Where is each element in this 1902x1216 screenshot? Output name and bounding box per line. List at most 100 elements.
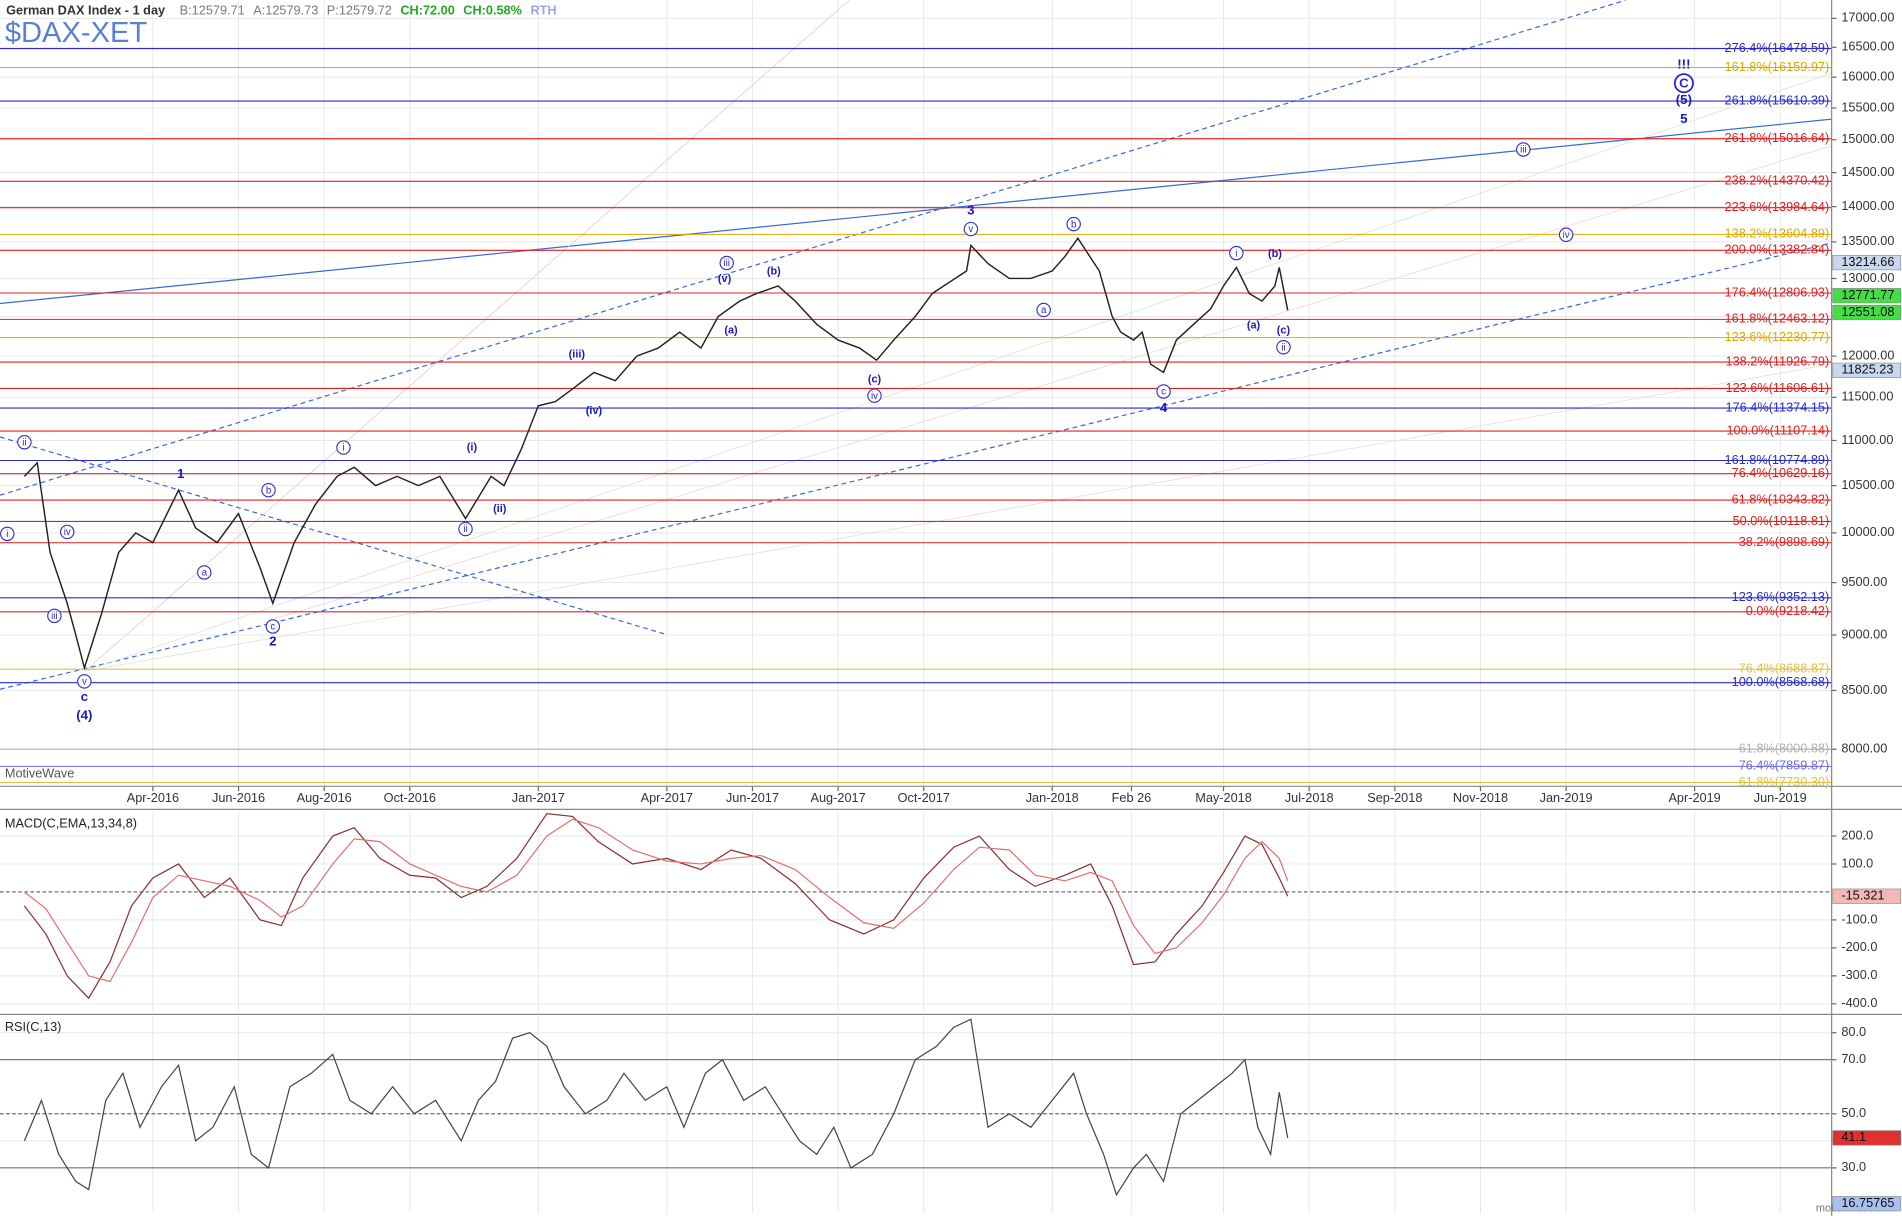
y-tick-label: 9000.00 xyxy=(1841,626,1887,641)
panel-title: RSI(C,13) xyxy=(5,1019,62,1034)
wave-circle xyxy=(60,524,75,540)
x-tick-label: Jul-2018 xyxy=(1285,790,1334,805)
wave-label: b xyxy=(266,485,271,496)
price-marker xyxy=(1832,255,1902,271)
y-tick-label: 10000.00 xyxy=(1841,524,1894,539)
wave-label: v xyxy=(82,677,87,688)
wave-label: iii xyxy=(724,258,730,269)
fib-level-label: 76.4%(10629.16) xyxy=(1732,465,1830,480)
price-marker xyxy=(1832,362,1902,378)
x-tick-label: Aug-2016 xyxy=(297,790,352,805)
wave-label: 3 xyxy=(967,202,974,217)
wave-label: iv xyxy=(64,527,71,538)
fib-level-label: 0.0%(9218.42) xyxy=(1746,603,1829,618)
wave-label: (b) xyxy=(1268,248,1282,260)
y-tick-label: 17000.00 xyxy=(1841,10,1894,25)
x-tick-label: Aug-2017 xyxy=(811,790,866,805)
price-marker xyxy=(1832,1130,1902,1146)
wave-label: ii xyxy=(1281,342,1285,353)
fib-level-label: 100.0%(11107.14) xyxy=(1726,422,1829,437)
wave-label: C xyxy=(1679,75,1689,90)
wave-label: v xyxy=(968,224,973,235)
fib-level-label: 261.8%(15610.39) xyxy=(1725,92,1830,107)
levels-layer xyxy=(0,48,1832,1169)
y-tick-label: 16000.00 xyxy=(1841,69,1894,84)
wave-label: (ii) xyxy=(493,503,507,515)
fib-level-label: 161.8%(16159.97) xyxy=(1725,59,1830,74)
y-tick-label: -400.0 xyxy=(1841,995,1877,1010)
fib-level-label: 76.4%(8688.87) xyxy=(1739,661,1830,676)
wave-circle xyxy=(265,619,281,634)
watermark: MotiveWave xyxy=(5,766,75,781)
wave-label: (a) xyxy=(1247,319,1261,331)
y-tick-label: 30.0 xyxy=(1841,1159,1866,1174)
x-tick-label: Sep-2018 xyxy=(1367,790,1422,805)
y-tick-label: 15000.00 xyxy=(1841,131,1894,146)
x-tick-label: Jan-2018 xyxy=(1026,790,1079,805)
fib-level-label: 61.8%(10343.82) xyxy=(1732,491,1830,506)
fib-level-label: 100.0%(8568.68) xyxy=(1732,674,1830,689)
wave-label: (i) xyxy=(467,441,478,453)
wave-label: i xyxy=(6,529,8,540)
wave-circle xyxy=(77,674,92,689)
x-tick-label: Jun-2016 xyxy=(212,790,265,805)
y-tick-label: 50.0 xyxy=(1841,1105,1866,1120)
wave-circle xyxy=(1229,245,1244,261)
x-tick-label: Jun-2019 xyxy=(1754,790,1807,805)
x-tick-label: Oct-2016 xyxy=(384,790,436,805)
y-tick-label: 14500.00 xyxy=(1841,164,1894,179)
series-line xyxy=(24,818,1289,983)
quote: CH:0.58% xyxy=(463,3,522,18)
x-tick-label: Feb 26 xyxy=(1112,790,1152,805)
wave-label: (4) xyxy=(76,707,92,722)
fib-level-label: 61.8%(8000.88) xyxy=(1739,741,1830,756)
price-marker xyxy=(1832,288,1902,304)
y-tick-label: 200.0 xyxy=(1841,827,1873,842)
panel-title: MACD(C,EMA,13,34,8) xyxy=(5,815,137,830)
price-marker-label: 12771.77 xyxy=(1841,287,1894,302)
wave-circle xyxy=(1276,340,1291,355)
wave-label: iii xyxy=(1520,145,1526,156)
text-layer: German DAX Index - 1 day $DAX-XET Motive… xyxy=(0,3,1902,1214)
wave-circle xyxy=(336,440,351,455)
price-marker xyxy=(1832,888,1902,904)
y-tick-label: -300.0 xyxy=(1841,967,1877,982)
series-line xyxy=(23,1018,1289,1197)
wave-label: c xyxy=(270,622,275,633)
symbol: $DAX-XET xyxy=(5,17,148,49)
fib-level-label: 138.2%(11926.79) xyxy=(1726,353,1830,368)
quote: A:12579.73 xyxy=(253,3,318,18)
fib-level-label: 276.4%(16478.59) xyxy=(1725,40,1830,55)
wave-label: ii xyxy=(463,524,467,535)
wave-label: 5 xyxy=(1680,111,1688,126)
wave-label: a xyxy=(1041,305,1047,316)
wave-circle xyxy=(261,482,276,498)
wave-circle xyxy=(1673,73,1694,94)
wave-label: c xyxy=(81,689,89,704)
fib-level-label: 123.6%(11606.61) xyxy=(1726,380,1830,395)
fib-level-label: 238.2%(14370.42) xyxy=(1725,173,1830,188)
price-marker-label: -15.321 xyxy=(1841,888,1884,903)
quote: CH:72.00 xyxy=(400,3,454,18)
fan-line xyxy=(274,145,1832,620)
price-marker-label: 11825.23 xyxy=(1841,362,1893,377)
y-tick-label: 13000.00 xyxy=(1841,270,1894,285)
wave-circle xyxy=(1156,384,1171,399)
wave-circle xyxy=(0,526,15,542)
x-tick-label: Jun-2017 xyxy=(726,790,779,805)
x-tick-label: Oct-2017 xyxy=(898,790,950,805)
fib-level-label: 176.4%(11374.15) xyxy=(1726,399,1830,414)
x-tick-label: Apr-2019 xyxy=(1668,790,1720,805)
wave-label: (c) xyxy=(868,374,882,386)
y-tick-label: 9500.00 xyxy=(1841,574,1887,589)
wave-label: iii xyxy=(51,611,57,622)
wave-circle xyxy=(17,435,32,450)
chart-title: German DAX Index - 1 day xyxy=(6,3,165,18)
price-marker xyxy=(1832,304,1902,321)
y-tick-label: 12000.00 xyxy=(1841,347,1894,362)
wave-label: c xyxy=(1161,387,1166,398)
price-marker-label: 16.75765 xyxy=(1841,1195,1894,1210)
x-tick-label: May-2018 xyxy=(1195,790,1252,805)
wave-circle xyxy=(1066,216,1081,232)
